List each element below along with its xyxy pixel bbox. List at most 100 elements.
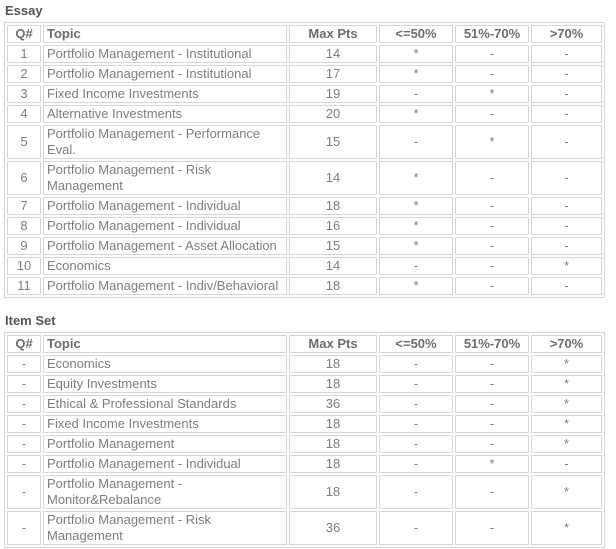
pct-51-70-cell: -: [455, 45, 529, 63]
pct-51-70-cell: -: [455, 277, 529, 295]
q-number-cell: -: [7, 511, 41, 545]
pct-51-70-cell: -: [455, 475, 529, 509]
essay-results-table: Q# Topic Max Pts <=50% 51%-70% >70% 1 Portfoli…: [4, 22, 605, 298]
q-number-cell: -: [7, 455, 41, 473]
q-number-cell: 6: [7, 161, 41, 195]
le-50-cell: *: [379, 65, 453, 83]
topic-cell: Portfolio Management - Risk Management: [43, 161, 287, 195]
q-number-cell: -: [7, 375, 41, 393]
table-row: 9 Portfolio Management - Asset Allocation…: [7, 237, 602, 255]
topic-cell: Portfolio Management - Indiv/Behavioral: [43, 277, 287, 295]
table-row: - Portfolio Management - Risk Management 3…: [7, 511, 602, 545]
gt-70-cell: -: [531, 217, 602, 235]
q-number-cell: 10: [7, 257, 41, 275]
pct-51-70-cell: *: [455, 455, 529, 473]
column-header-q-number-cell: Q#: [7, 335, 41, 353]
gt-70-cell: -: [531, 197, 602, 215]
pct-51-70-cell: -: [455, 105, 529, 123]
column-header-pct-51-70-cell: 51%-70%: [455, 335, 529, 353]
le-50-cell: *: [379, 161, 453, 195]
max-pts-cell: 36: [289, 511, 377, 545]
topic-cell: Economics: [43, 355, 287, 373]
le-50-cell: -: [379, 257, 453, 275]
topic-cell: Portfolio Management - Risk Management: [43, 511, 287, 545]
table-row: - Portfolio Management - Monitor&Rebalanc…: [7, 475, 602, 509]
topic-cell: Portfolio Management - Individual: [43, 217, 287, 235]
topic-cell: Alternative Investments: [43, 105, 287, 123]
table-row: 8 Portfolio Management - Individual 16 * - -: [7, 217, 602, 235]
essay-section-title: Essay: [5, 3, 43, 18]
le-50-cell: *: [379, 217, 453, 235]
pct-51-70-cell: *: [455, 85, 529, 103]
gt-70-cell: *: [531, 415, 602, 433]
item-set-results-table: Q# Topic Max Pts <=50% 51%-70% >70% - Economic…: [4, 332, 605, 548]
table-row: 3 Fixed Income Investments 19- * -: [7, 85, 602, 103]
pct-51-70-cell: -: [455, 375, 529, 393]
pct-51-70-cell: -: [455, 237, 529, 255]
topic-cell: Portfolio Management - Institutional: [43, 65, 287, 83]
header-row: Q# Topic Max Pts <=50% 51%-70% >70%: [7, 335, 602, 353]
column-header-gt-70-cell: >70%: [531, 335, 602, 353]
max-pts-cell: 18: [289, 355, 377, 373]
max-pts-cell: 18: [289, 197, 377, 215]
gt-70-cell: -: [531, 45, 602, 63]
table-row: - Portfolio Management 18- - *: [7, 435, 602, 453]
q-number-cell: 11: [7, 277, 41, 295]
gt-70-cell: -: [531, 277, 602, 295]
column-header-max-pts-cell: Max Pts: [289, 335, 377, 353]
le-50-cell: -: [379, 395, 453, 413]
column-header-q-number-cell: Q#: [7, 25, 41, 43]
le-50-cell: -: [379, 375, 453, 393]
column-header-topic-cell: Topic: [43, 25, 287, 43]
le-50-cell: -: [379, 475, 453, 509]
topic-cell: Portfolio Management - Institutional: [43, 45, 287, 63]
gt-70-cell: *: [531, 395, 602, 413]
q-number-cell: 8: [7, 217, 41, 235]
header-row: Q# Topic Max Pts <=50% 51%-70% >70%: [7, 25, 602, 43]
column-header-max-pts-cell: Max Pts: [289, 25, 377, 43]
topic-cell: Ethical & Professional Standards: [43, 395, 287, 413]
table-row: - Economics 18- - *: [7, 355, 602, 373]
table-row: - Fixed Income Investments 18- - *: [7, 415, 602, 433]
max-pts-cell: 18: [289, 455, 377, 473]
max-pts-cell: 15: [289, 125, 377, 159]
le-50-cell: -: [379, 415, 453, 433]
table-row: - Ethical & Professional Standards 36- - *: [7, 395, 602, 413]
q-number-cell: -: [7, 435, 41, 453]
q-number-cell: 9: [7, 237, 41, 255]
essay-section: Essay Q# Topic Max Pts <=50% 51%-70% >70% 1 Po…: [4, 3, 616, 298]
le-50-cell: *: [379, 197, 453, 215]
topic-cell: Economics: [43, 257, 287, 275]
column-header-pct-51-70-cell: 51%-70%: [455, 25, 529, 43]
pct-51-70-cell: *: [455, 125, 529, 159]
table-row: - Equity Investments 18- - *: [7, 375, 602, 393]
pct-51-70-cell: -: [455, 257, 529, 275]
q-number-cell: -: [7, 475, 41, 509]
item-set-section: Item Set Q# Topic Max Pts <=50% 51%-70% >70% …: [4, 313, 616, 548]
gt-70-cell: *: [531, 435, 602, 453]
le-50-cell: -: [379, 511, 453, 545]
max-pts-cell: 19: [289, 85, 377, 103]
pct-51-70-cell: -: [455, 435, 529, 453]
gt-70-cell: -: [531, 65, 602, 83]
topic-cell: Fixed Income Investments: [43, 415, 287, 433]
q-number-cell: 4: [7, 105, 41, 123]
table-row: 5 Portfolio Management - Performance Eval…: [7, 125, 602, 159]
gt-70-cell: *: [531, 257, 602, 275]
gt-70-cell: -: [531, 161, 602, 195]
topic-cell: Portfolio Management - Individual: [43, 455, 287, 473]
pct-51-70-cell: -: [455, 511, 529, 545]
q-number-cell: 1: [7, 45, 41, 63]
q-number-cell: -: [7, 415, 41, 433]
gt-70-cell: -: [531, 237, 602, 255]
topic-cell: Portfolio Management - Monitor&Rebalance: [43, 475, 287, 509]
gt-70-cell: *: [531, 511, 602, 545]
max-pts-cell: 14: [289, 161, 377, 195]
max-pts-cell: 17: [289, 65, 377, 83]
table-row: 1 Portfolio Management - Institutional 14 *…: [7, 45, 602, 63]
topic-cell: Equity Investments: [43, 375, 287, 393]
pct-51-70-cell: -: [455, 395, 529, 413]
le-50-cell: -: [379, 435, 453, 453]
column-header-le-50-cell: <=50%: [379, 25, 453, 43]
column-header-topic-cell: Topic: [43, 335, 287, 353]
